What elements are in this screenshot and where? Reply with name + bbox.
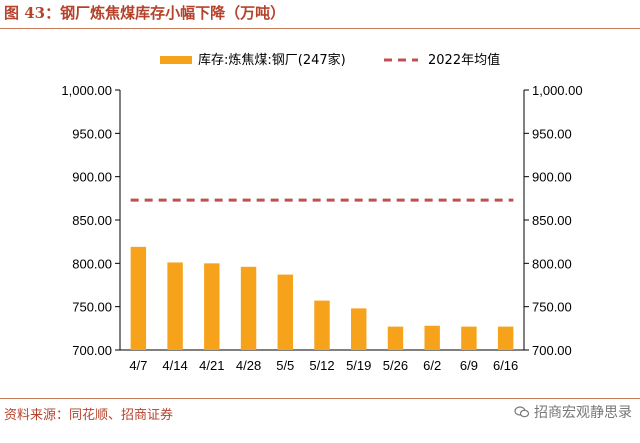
y-tick-label-right: 750.00 [532, 300, 572, 315]
x-tick-label: 6/2 [423, 358, 441, 373]
x-tick-label: 5/5 [276, 358, 294, 373]
y-tick-label-left: 850.00 [72, 213, 112, 228]
y-tick-label-right: 950.00 [532, 126, 572, 141]
x-tick-label: 4/28 [236, 358, 261, 373]
source-note: 资料来源：同花顺、招商证券 [4, 408, 174, 423]
x-tick-label: 5/12 [309, 358, 334, 373]
bar [497, 326, 514, 350]
legend-label-bar: 库存:炼焦煤:钢厂(247家) [198, 52, 346, 68]
axes: 1,000.00 1,000.00 950.00 950.00 900.00 900.00… [61, 83, 582, 358]
watermark-text: 招商宏观静思录 [534, 405, 632, 421]
bars: 4/7 4/14 4/21 4/28 5/5 5/12 5/19 5/26 6/2 6/9 6/16 [129, 246, 518, 373]
y-tick-label-right: 900.00 [532, 170, 572, 185]
y-tick-label-left: 800.00 [72, 256, 112, 271]
bar [204, 263, 220, 350]
y-tick-label-left: 900.00 [72, 170, 112, 185]
y-tick-label-right: 700.00 [532, 343, 572, 358]
x-tick-label: 4/7 [129, 358, 147, 373]
legend-label-line: 2022年均值 [428, 52, 500, 68]
x-tick-label: 6/9 [460, 358, 478, 373]
watermark: 招商宏观静思录 [514, 402, 632, 422]
bar [167, 262, 183, 350]
y-tick-label-right: 1,000.00 [532, 83, 583, 98]
bar [424, 325, 440, 350]
bar [240, 266, 257, 350]
footer-divider [0, 398, 640, 399]
bar [314, 300, 330, 350]
title-divider [0, 28, 640, 29]
legend: 库存:炼焦煤:钢厂(247家) 2022年均值 [160, 52, 500, 68]
x-tick-label: 4/14 [162, 358, 187, 373]
bar [387, 326, 404, 350]
bar [351, 308, 367, 350]
y-tick-label-left: 750.00 [72, 300, 112, 315]
y-tick-label-left: 950.00 [72, 126, 112, 141]
y-tick-label-right: 800.00 [532, 256, 572, 271]
bar [461, 326, 477, 350]
bar [277, 274, 293, 350]
x-tick-label: 5/26 [383, 358, 408, 373]
y-tick-label-right: 850.00 [532, 213, 572, 228]
x-tick-label: 5/19 [346, 358, 371, 373]
legend-swatch-bar [160, 56, 192, 64]
x-tick-label: 6/16 [493, 358, 518, 373]
bar [130, 246, 147, 350]
wechat-icon [514, 406, 530, 418]
x-tick-label: 4/21 [199, 358, 224, 373]
chart-title: 图 43：钢厂炼焦煤库存小幅下降（万吨） [4, 4, 286, 22]
y-tick-label-left: 700.00 [72, 343, 112, 358]
y-tick-label-left: 1,000.00 [61, 83, 112, 98]
chart-svg: 库存:炼焦煤:钢厂(247家) 2022年均值 1,000.00 1,000.00… [61, 52, 582, 373]
